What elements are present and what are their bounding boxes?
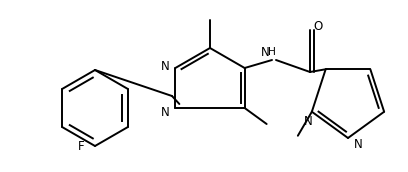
Text: N: N [261, 46, 269, 58]
Text: N: N [161, 105, 170, 119]
Text: N: N [304, 115, 312, 128]
Text: F: F [78, 139, 84, 153]
Text: N: N [354, 137, 362, 150]
Text: O: O [313, 19, 323, 33]
Text: N: N [161, 60, 170, 73]
Text: H: H [268, 47, 276, 57]
